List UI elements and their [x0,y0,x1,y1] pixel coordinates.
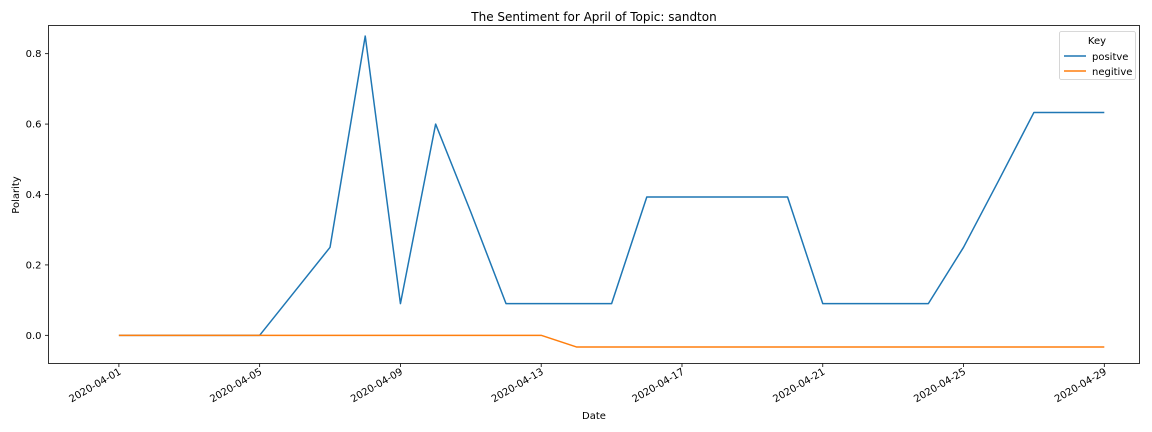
y-tick-label: 0.0 [26,331,42,342]
legend-label-positve: positve [1092,52,1128,63]
chart-title: The Sentiment for April of Topic: sandto… [470,10,716,24]
series-group [118,35,1105,348]
y-axis: 0.0 0.2 0.4 0.6 0.8 [26,49,49,342]
x-axis-title: Date [582,411,606,422]
legend-title: Key [1088,36,1106,47]
series-line-negitive [118,334,1105,348]
y-tick-label: 0.4 [26,190,42,201]
y-axis-title: Polarity [11,176,22,214]
y-tick-label: 0.6 [26,120,42,131]
legend: Key positve negitive [1059,31,1136,80]
legend-box [1059,31,1136,80]
series-line-positve [118,35,1105,337]
y-tick-label: 0.8 [26,49,42,60]
y-tick-label: 0.2 [26,260,42,271]
legend-label-negitive: negitive [1092,67,1132,78]
